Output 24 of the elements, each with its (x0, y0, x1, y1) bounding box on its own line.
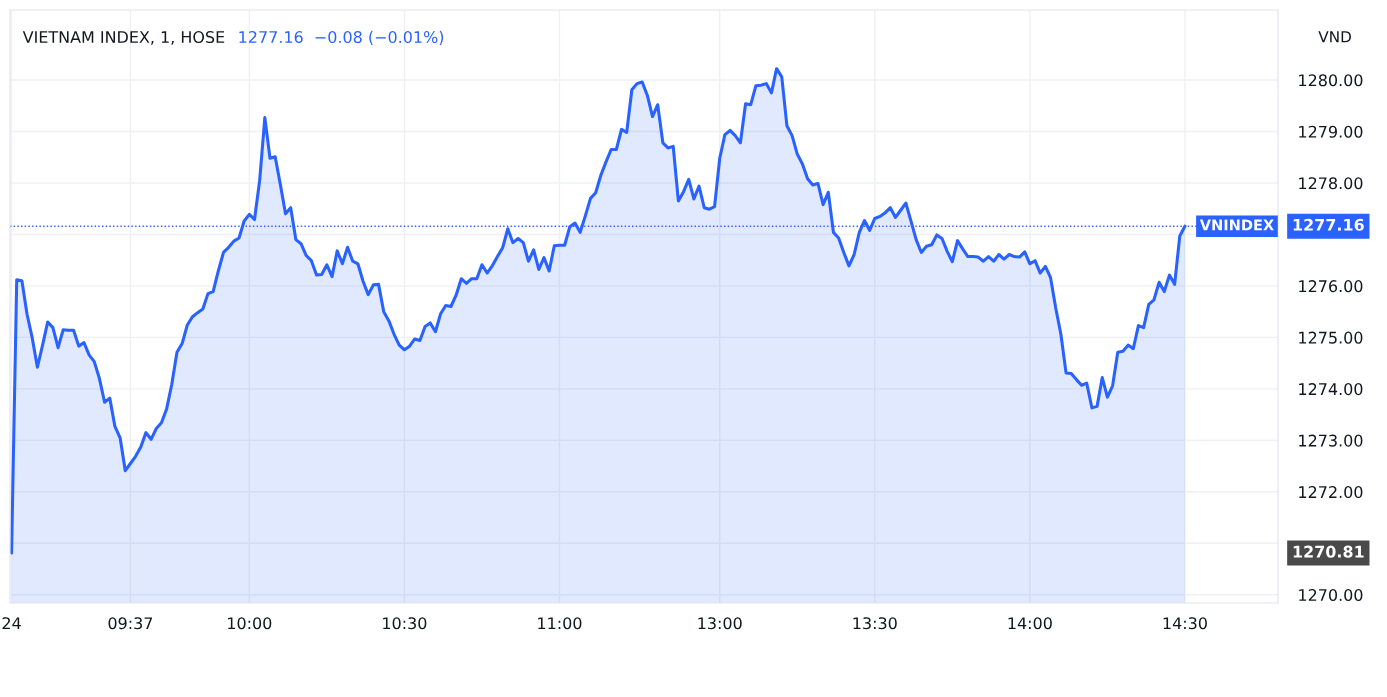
text: 1277.16 −0.08 (−0.01%) (239, 30, 444, 45)
y-tick-label: 1274.00 (1299, 383, 1363, 396)
ref-line-label: VNINDEX (1199, 219, 1274, 231)
y-tick-label: 1272.00 (1299, 486, 1363, 499)
text: 1270.81 (1293, 545, 1364, 558)
y-tick-label: 1280.00 (1299, 74, 1363, 87)
x-tick-label: 24 (2, 617, 21, 630)
x-tick-label: 10:00 (228, 617, 272, 630)
y-axis-title: VND (1318, 31, 1351, 43)
x-tick-label: 11:00 (538, 617, 582, 630)
y-tick-label: 1278.00 (1299, 177, 1363, 190)
x-tick-label: 14:30 (1163, 617, 1207, 630)
x-tick-label: 13:30 (853, 617, 897, 630)
y-tick-label: 1276.00 (1299, 280, 1363, 293)
x-tick-label: 09:37 (108, 617, 153, 630)
y-tick-label: 1279.00 (1299, 125, 1363, 138)
y-tick-label: 1270.00 (1299, 588, 1363, 602)
text: 1277.16 (1293, 218, 1364, 231)
text: VIETNAM INDEX, 1, HOSE (22, 31, 225, 45)
y-tick-label: 1273.00 (1299, 434, 1363, 447)
x-tick-label: 10:30 (383, 617, 427, 630)
x-tick-label: 14:00 (1008, 617, 1052, 630)
x-tick-label: 13:00 (698, 617, 742, 630)
y-tick-label: 1275.00 (1299, 331, 1363, 344)
